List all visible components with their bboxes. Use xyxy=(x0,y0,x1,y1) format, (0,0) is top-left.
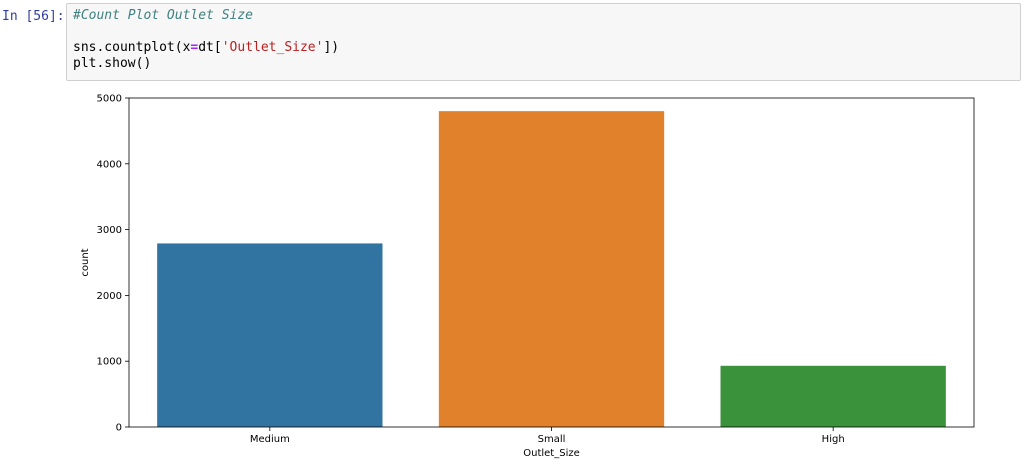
code-cell-input[interactable]: #Count Plot Outlet Size sns.countplot(x=… xyxy=(66,3,1021,81)
cell-prompt: In [56]: xyxy=(2,9,65,24)
code-call-mid: dt[ xyxy=(198,40,222,55)
code-line-show: plt.show() xyxy=(73,56,152,71)
bar-small xyxy=(438,111,665,427)
code-string-literal: 'Outlet_Size' xyxy=(221,40,324,55)
plot-frame xyxy=(128,97,975,428)
y-tick-label: 5000 xyxy=(97,94,122,105)
code-operator: = xyxy=(190,40,199,55)
cell-output: 0 1000 2000 3000 4000 5000 Medium Small High co… xyxy=(66,86,1021,472)
y-tick-label: 1000 xyxy=(97,357,122,368)
code-line-blank xyxy=(73,24,1014,40)
x-axis-title: Outlet_Size xyxy=(523,448,580,459)
y-tick-label: 3000 xyxy=(97,225,122,236)
count-plot-chart: 0 1000 2000 3000 4000 5000 Medium Small High co… xyxy=(80,94,975,459)
x-tick-label: High xyxy=(822,434,845,445)
y-axis: 0 1000 2000 3000 4000 5000 xyxy=(97,94,129,434)
bar-group xyxy=(157,111,946,427)
bar-medium xyxy=(157,243,383,427)
bar-high xyxy=(720,365,946,427)
code-line-countplot: sns.countplot(x=dt['Outlet_Size']) xyxy=(73,40,1014,56)
y-axis-title: count xyxy=(80,248,91,276)
code-call-prefix: sns.countplot(x xyxy=(73,40,191,55)
y-tick-label: 0 xyxy=(116,423,122,434)
y-tick-label: 2000 xyxy=(97,291,122,302)
x-tick-label: Medium xyxy=(250,434,290,445)
code-call-suffix: ]) xyxy=(323,40,340,55)
code-comment: #Count Plot Outlet Size xyxy=(73,8,254,23)
y-tick-label: 4000 xyxy=(97,159,122,170)
x-axis: Medium Small High xyxy=(250,427,845,445)
x-tick-label: Small xyxy=(538,434,566,445)
code-line-comment: #Count Plot Outlet Size xyxy=(73,8,1014,24)
